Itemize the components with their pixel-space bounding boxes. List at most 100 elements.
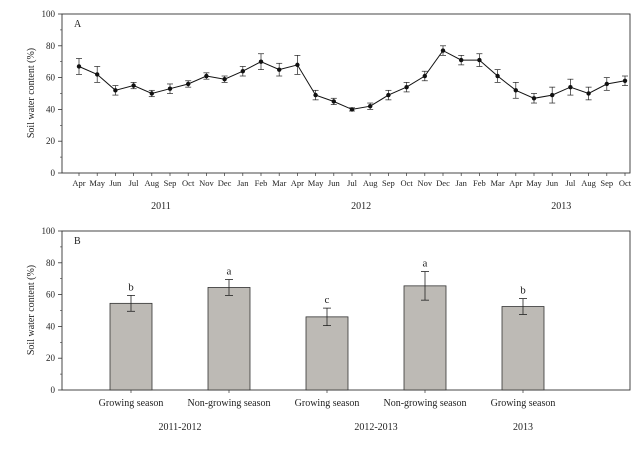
y-tick-label: 100: [42, 226, 56, 236]
data-point: [603, 77, 610, 91]
data-point: [567, 78, 574, 96]
y-tick-label: 20: [46, 136, 56, 146]
point-marker: [459, 57, 464, 63]
point-marker: [586, 91, 591, 96]
data-point: [349, 107, 355, 112]
bar-group: b: [109, 281, 153, 391]
category-label: Non-growing season: [383, 398, 466, 409]
x-tick-label: Apr: [72, 178, 85, 188]
point-marker: [495, 73, 500, 79]
data-point: [239, 66, 246, 77]
category-label: Growing season: [99, 398, 164, 409]
point-marker: [131, 83, 136, 88]
data-point: [458, 54, 465, 66]
y-tick-label: 40: [46, 321, 56, 331]
x-tick-label: Jun: [109, 178, 122, 188]
category-label: Growing season: [295, 398, 360, 409]
x-tick-label: Nov: [417, 178, 432, 188]
point-marker: [258, 59, 264, 64]
point-marker: [440, 48, 446, 53]
point-marker: [331, 99, 336, 104]
group-label: 2012-2013: [354, 422, 397, 433]
panel-b-y-axis-label: Soil water content (%): [26, 265, 37, 355]
data-point: [531, 93, 537, 104]
data-point: [185, 80, 192, 88]
significance-letter: c: [325, 294, 330, 306]
data-point: [167, 83, 173, 94]
y-tick-label: 20: [46, 353, 56, 363]
y-tick-label: 100: [42, 9, 56, 19]
data-point: [512, 82, 519, 99]
x-tick-label: May: [308, 178, 324, 188]
point-marker: [95, 72, 100, 77]
data-point: [112, 85, 119, 96]
x-tick-label: Aug: [144, 178, 159, 188]
panel-a-y-ticks: 0 20 40 60 80 100: [42, 9, 62, 178]
point-marker: [222, 76, 227, 82]
bar: [207, 287, 251, 391]
point-marker: [240, 69, 245, 74]
y-tick-label: 0: [51, 168, 56, 178]
panel-b-bars: b a c a b: [109, 258, 545, 391]
y-tick-label: 0: [51, 385, 56, 395]
point-marker: [368, 104, 373, 109]
point-marker: [604, 81, 609, 87]
panel-b-category-labels: Growing season Non-growing season Growing …: [99, 390, 555, 409]
bar: [501, 306, 545, 391]
x-tick-label: Aug: [581, 178, 596, 188]
x-tick-label: Apr: [509, 178, 522, 188]
x-tick-label: Nov: [199, 178, 214, 188]
point-marker: [550, 92, 555, 98]
data-point: [440, 45, 446, 56]
x-tick-label: Mar: [272, 178, 286, 188]
point-marker: [349, 107, 355, 112]
significance-letter: b: [128, 281, 134, 293]
point-marker: [622, 78, 628, 83]
year-label: 2011: [151, 201, 171, 212]
point-marker: [386, 92, 391, 98]
x-tick-label: Jan: [237, 178, 249, 188]
y-tick-label: 80: [46, 41, 56, 51]
bar: [403, 285, 447, 391]
data-point: [622, 75, 628, 86]
y-tick-label: 60: [46, 73, 56, 83]
x-tick-label: Mar: [491, 178, 505, 188]
data-point: [330, 97, 337, 105]
data-point: [403, 82, 410, 93]
point-marker: [186, 81, 191, 87]
data-point: [549, 86, 556, 104]
panel-a-x-ticks: Apr May Jun Jul Aug Sep Oct Nov Dec Jan Feb Mar Apr M…: [72, 173, 632, 188]
data-point: [94, 66, 101, 83]
data-point: [385, 89, 392, 101]
panel-a-label: A: [74, 19, 82, 30]
data-point: [276, 62, 283, 77]
x-tick-label: Dec: [218, 178, 232, 188]
significance-letter: b: [520, 285, 526, 297]
point-marker: [531, 96, 537, 101]
y-tick-label: 40: [46, 104, 56, 114]
point-marker: [167, 86, 173, 91]
group-label: 2011-2012: [159, 422, 202, 433]
x-tick-label: May: [89, 178, 105, 188]
point-marker: [513, 88, 518, 93]
y-tick-label: 80: [46, 258, 56, 268]
year-label: 2013: [551, 201, 571, 212]
x-tick-label: Dec: [436, 178, 450, 188]
x-tick-label: Jun: [328, 178, 341, 188]
data-point: [130, 82, 137, 90]
point-marker: [477, 57, 482, 63]
data-point: [476, 53, 483, 67]
x-tick-label: Jan: [456, 178, 468, 188]
x-tick-label: Feb: [473, 178, 486, 188]
panel-b-label: B: [74, 236, 81, 247]
y-tick-label: 60: [46, 290, 56, 300]
bar-group: a: [207, 265, 251, 391]
bar-group: b: [501, 285, 545, 391]
point-marker: [568, 84, 573, 90]
data-point: [367, 102, 374, 110]
data-point: [203, 72, 210, 80]
category-label: Non-growing season: [187, 398, 270, 409]
point-marker: [422, 73, 427, 79]
x-tick-label: Feb: [255, 178, 268, 188]
